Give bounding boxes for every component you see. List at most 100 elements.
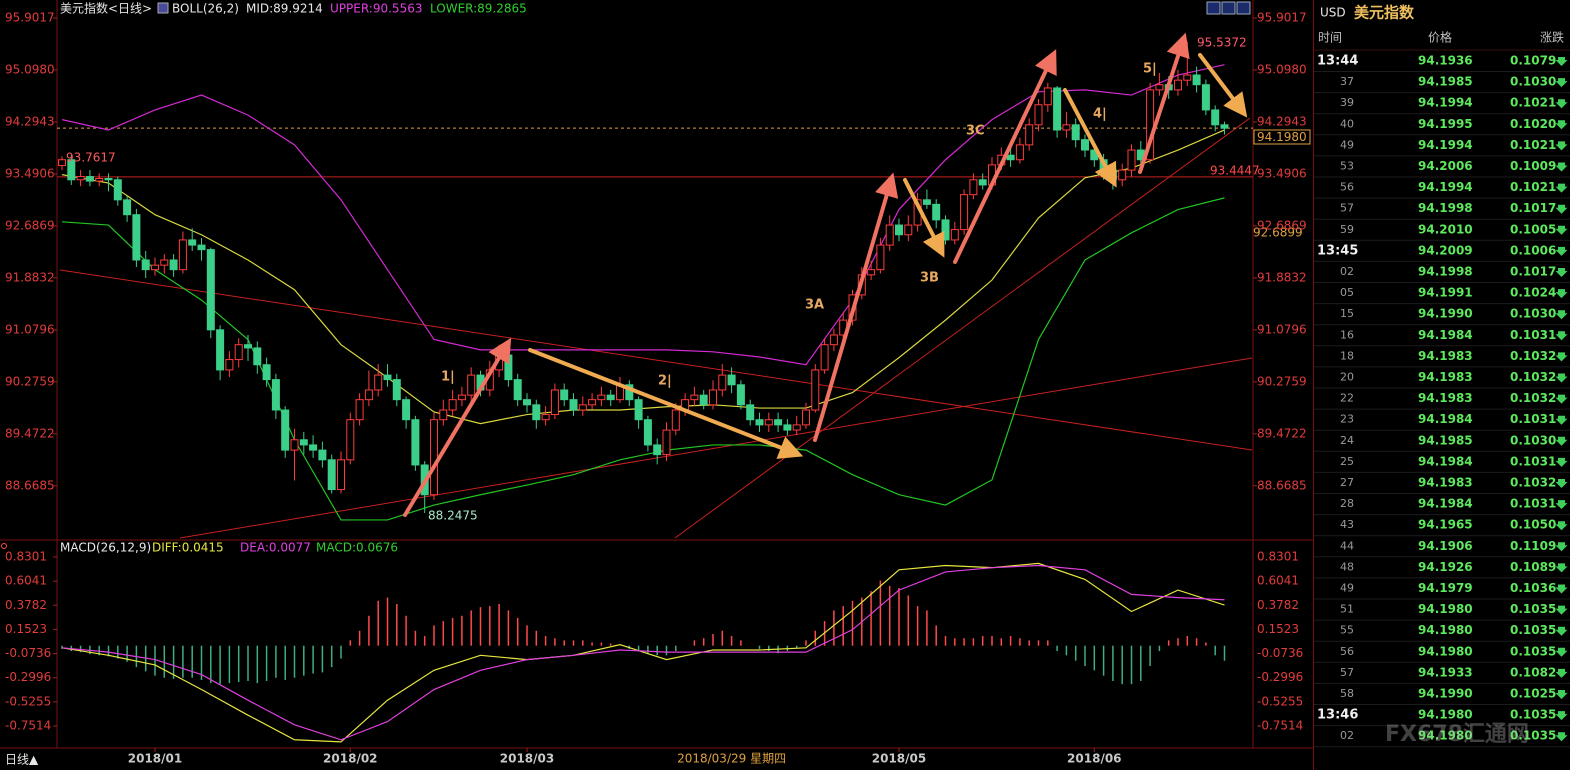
down-arrow bbox=[1555, 246, 1568, 256]
candle-body bbox=[1211, 109, 1220, 126]
candle-body bbox=[736, 384, 745, 406]
candle-body bbox=[271, 379, 280, 411]
candle-body bbox=[439, 409, 448, 421]
candle-body bbox=[299, 439, 308, 446]
quote-change: 0.1109 bbox=[1510, 539, 1556, 553]
quote-time: 13:44 bbox=[1317, 54, 1358, 69]
candle-body bbox=[625, 384, 634, 401]
candle-body bbox=[513, 379, 522, 401]
quote-time: 05 bbox=[1340, 286, 1354, 299]
candle-body bbox=[653, 444, 662, 456]
quote-price: 94.1983 bbox=[1418, 349, 1473, 363]
quote-change: 0.1021 bbox=[1510, 138, 1556, 152]
candle-body bbox=[123, 199, 132, 216]
arrow bbox=[953, 49, 1057, 264]
quote-price: 94.1983 bbox=[1418, 391, 1473, 405]
macd-tick-label: -0.5255 bbox=[5, 694, 51, 708]
candle-body bbox=[355, 399, 364, 421]
button[interactable] bbox=[1221, 1, 1236, 15]
indicator: BOLL(26,2) bbox=[172, 2, 239, 16]
candle-body bbox=[160, 259, 169, 266]
candle-body bbox=[309, 444, 318, 451]
down-arrow bbox=[1555, 352, 1568, 362]
macd-tick-label: 0.6041 bbox=[1257, 574, 1299, 588]
macd-tick-label: -0.5255 bbox=[1257, 694, 1303, 708]
hline-label: 93.4447 bbox=[1210, 164, 1260, 178]
candle-body bbox=[346, 419, 355, 461]
quote-time: 02 bbox=[1340, 265, 1354, 278]
macd-tick-label: -0.7514 bbox=[1257, 719, 1303, 733]
down-arrow bbox=[1555, 289, 1568, 299]
candle-body bbox=[1127, 149, 1136, 171]
y-tick-label: 95.0980 bbox=[5, 62, 55, 76]
down-arrow bbox=[1555, 268, 1568, 277]
candle-body bbox=[206, 249, 215, 331]
button[interactable] bbox=[1206, 1, 1221, 15]
y-tick-label: 94.2943 bbox=[5, 114, 55, 128]
quote-change: 0.1021 bbox=[1510, 180, 1556, 194]
quote-time: 22 bbox=[1340, 392, 1354, 405]
candle-body bbox=[550, 389, 559, 416]
candle-body bbox=[327, 459, 336, 491]
quote-time: 57 bbox=[1340, 666, 1354, 679]
macd-tick-label: 0.8301 bbox=[1257, 549, 1299, 563]
quote-time: 49 bbox=[1340, 138, 1354, 151]
y-tick-label: 89.4722 bbox=[5, 426, 55, 440]
candle-body bbox=[281, 409, 290, 451]
candle-body bbox=[402, 399, 411, 421]
button[interactable] bbox=[1236, 1, 1251, 15]
plot bbox=[57, 41, 1253, 743]
quote-change: 0.1031 bbox=[1510, 454, 1556, 468]
candle-body bbox=[169, 259, 178, 271]
quote-time: 49 bbox=[1340, 582, 1354, 595]
candle-body bbox=[978, 179, 987, 186]
wave-label: 2| bbox=[658, 374, 672, 389]
down-arrow bbox=[1555, 690, 1568, 699]
quote-price: 94.1994 bbox=[1418, 180, 1473, 194]
candle-body bbox=[318, 449, 327, 461]
y-tick-label: 88.6685 bbox=[5, 478, 55, 492]
quote-price: 94.1995 bbox=[1418, 117, 1473, 131]
down-arrow bbox=[1555, 57, 1568, 66]
quote-price: 94.1991 bbox=[1418, 286, 1473, 300]
macd-diff-line bbox=[61, 562, 1225, 743]
x-tick-label: 2018/01 bbox=[128, 752, 182, 766]
down-arrow bbox=[1555, 542, 1568, 552]
candle-body bbox=[588, 399, 597, 406]
candle-body bbox=[67, 159, 76, 181]
candle-body bbox=[244, 344, 252, 349]
quote-change: 0.1005 bbox=[1510, 222, 1556, 236]
y-tick-label: 92.6869 bbox=[1257, 218, 1307, 232]
quote-time: 37 bbox=[1340, 75, 1354, 88]
candle-body bbox=[829, 334, 838, 346]
toolbar[interactable] bbox=[1206, 1, 1251, 15]
quote-change: 0.1082 bbox=[1510, 665, 1556, 679]
quote-time: 56 bbox=[1340, 645, 1354, 658]
candle-body bbox=[560, 389, 569, 401]
quote-change: 0.1035 bbox=[1510, 729, 1556, 743]
candle-body bbox=[1192, 74, 1201, 86]
trend-line bbox=[179, 357, 1253, 539]
candle-body bbox=[802, 409, 810, 426]
arrow bbox=[528, 348, 804, 459]
down-arrow bbox=[1555, 204, 1568, 214]
quote-change: 0.1032 bbox=[1510, 370, 1556, 384]
quote-price: 94.1983 bbox=[1418, 370, 1473, 384]
candle-body bbox=[895, 224, 903, 236]
quote-change: 0.1079 bbox=[1510, 54, 1556, 68]
quote-rows: 13:44 94.1936 0.1079 37 94.1985 0.1030 39 94.19… bbox=[1314, 54, 1570, 748]
y-tick-label: 93.4906 bbox=[5, 166, 55, 180]
quote-price: 94.1965 bbox=[1418, 518, 1473, 532]
quote-price: 94.1933 bbox=[1418, 665, 1473, 679]
quote-time: 58 bbox=[1340, 687, 1354, 700]
period-button[interactable]: 日线▲ bbox=[5, 753, 39, 767]
y-tick-label: 92.6869 bbox=[5, 218, 55, 232]
candle-body bbox=[922, 199, 931, 205]
down-arrow bbox=[1555, 563, 1568, 573]
quote-time: 13:46 bbox=[1317, 708, 1358, 723]
down-arrow bbox=[1555, 120, 1568, 130]
candle-body bbox=[746, 404, 755, 421]
quote-price: 94.1990 bbox=[1418, 307, 1473, 321]
down-arrow bbox=[1555, 711, 1568, 721]
